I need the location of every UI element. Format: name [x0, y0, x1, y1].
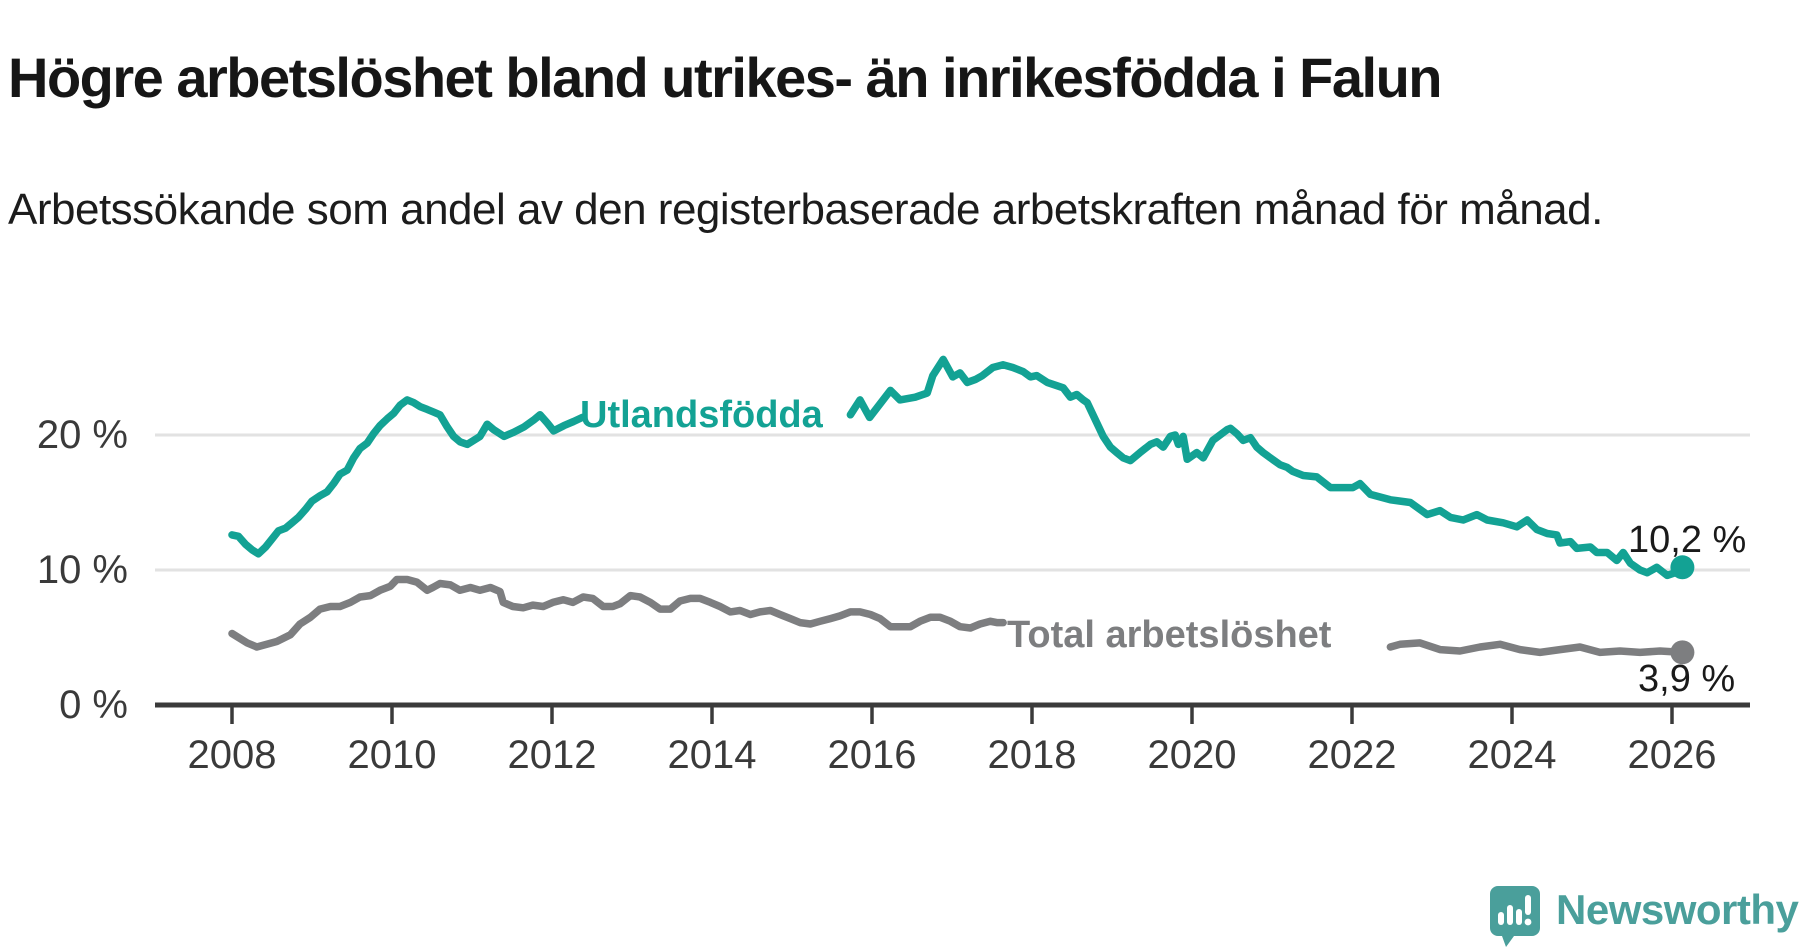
x-axis-tick-label: 2022: [1308, 733, 1397, 777]
chart-subtitle: Arbetssökande som andel av den registerb…: [8, 185, 1603, 234]
x-axis-tick-label: 2010: [348, 733, 437, 777]
x-axis-tick-label: 2018: [988, 733, 1077, 777]
x-axis-tick-label: 2014: [668, 733, 757, 777]
end-value-label-total: 3,9 %: [1638, 658, 1736, 700]
series-end-dot-1: [1670, 640, 1695, 665]
series-label-utlandsfodda: Utlandsfödda: [580, 394, 823, 436]
end-value-label-utlandsfodda: 10,2 %: [1628, 519, 1747, 561]
newsworthy-logo-icon: [1490, 886, 1540, 947]
y-axis-tick-label: 0 %: [59, 683, 128, 727]
newsworthy-logo: Newsworthy: [1488, 884, 1799, 948]
x-axis-tick-label: 2024: [1468, 733, 1557, 777]
x-axis-tick-label: 2008: [188, 733, 277, 777]
series-line-0: [228, 396, 587, 558]
x-axis-tick-label: 2016: [828, 733, 917, 777]
page-title: Högre arbetslöshet bland utrikes- än inr…: [8, 45, 1443, 109]
series-line-0: [846, 355, 1687, 580]
y-axis-tick-label: 10 %: [37, 548, 128, 592]
x-axis-tick-label: 2012: [508, 733, 597, 777]
newsworthy-logo-text: Newsworthy: [1556, 886, 1799, 933]
series-end-dot-0: [1670, 555, 1695, 580]
series-line-1: [1386, 639, 1687, 657]
x-axis-tick-label: 2026: [1628, 733, 1717, 777]
y-axis-tick-label: 20 %: [37, 413, 128, 457]
series-label-total-arbetsloshet: Total arbetslöshet: [1007, 614, 1332, 656]
x-axis-tick-label: 2020: [1148, 733, 1237, 777]
series-line-1: [228, 575, 1007, 651]
